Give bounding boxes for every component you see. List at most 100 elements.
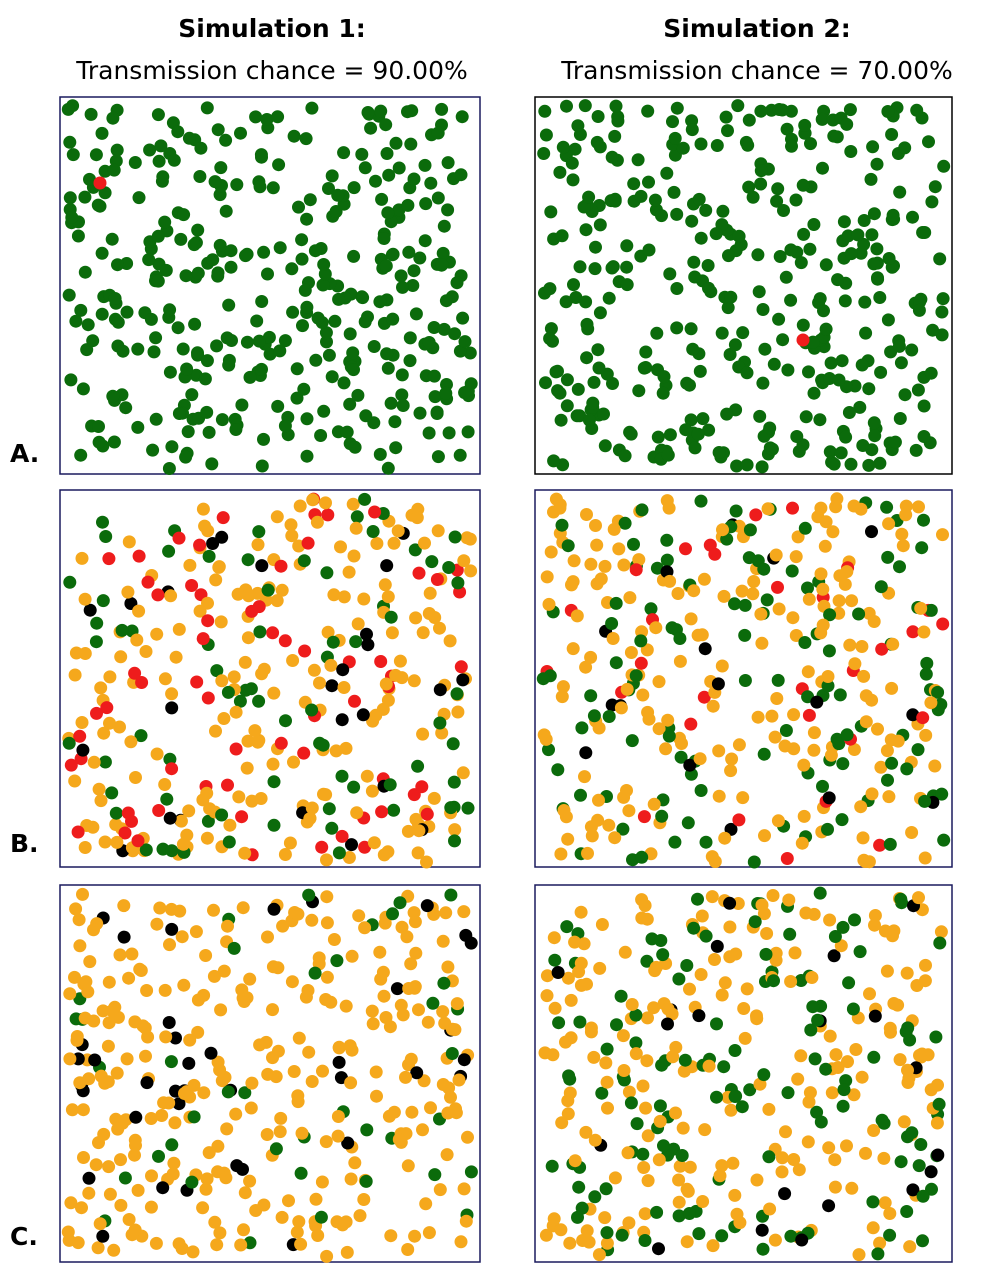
agent-dot [300, 412, 314, 426]
agent-dot [717, 589, 731, 603]
agent-dot [822, 644, 836, 658]
agent-dot [688, 270, 702, 284]
agent-dot [614, 989, 628, 1003]
agent-dot [660, 166, 674, 180]
agent-dot [448, 823, 462, 837]
agent-dot [386, 907, 399, 921]
agent-dot [63, 135, 77, 149]
agent-dot [561, 832, 575, 846]
agent-dot [636, 688, 650, 702]
agent-dot [768, 1233, 782, 1247]
agent-dot [408, 1229, 422, 1243]
agent-dot [634, 189, 648, 203]
agent-dot [731, 99, 745, 113]
agent-dot [260, 1128, 274, 1141]
agent-dot [718, 831, 732, 845]
agent-dot [916, 1234, 929, 1248]
agent-dot [728, 1090, 742, 1103]
agent-dot [881, 105, 895, 118]
agent-dot [667, 185, 681, 199]
agent-dot [454, 660, 468, 674]
agent-dot [711, 677, 725, 691]
agent-dot [230, 1159, 244, 1173]
agent-dot [297, 746, 311, 760]
agent-dot [640, 1054, 654, 1068]
agent-dot [275, 1210, 289, 1224]
agent-dot [545, 1159, 559, 1173]
agent-dot [651, 430, 665, 444]
agent-dot [721, 301, 735, 315]
agent-dot [755, 1223, 769, 1237]
agent-dot [587, 375, 601, 389]
agent-dot [924, 603, 938, 617]
agent-dot [332, 292, 346, 306]
agent-dot [620, 239, 634, 253]
agent-dot [159, 263, 173, 277]
agent-dot [315, 840, 329, 854]
agent-dot [177, 978, 191, 992]
agent-dot [684, 322, 698, 336]
agent-dot [661, 1017, 674, 1031]
agent-dot [623, 591, 637, 605]
agent-dot [693, 364, 707, 378]
agent-dot [898, 141, 912, 155]
agent-dot [699, 203, 713, 217]
agent-dot [103, 670, 117, 684]
agent-dot [867, 1124, 881, 1137]
agent-dot [410, 1066, 424, 1080]
agent-dot [757, 1068, 771, 1082]
agent-dot [245, 1076, 259, 1090]
agent-dot [618, 945, 632, 959]
agent-dot [395, 388, 409, 402]
agent-dot [210, 664, 224, 678]
agent-dot [818, 539, 832, 553]
agent-dot [172, 1237, 186, 1251]
agent-dot [84, 107, 98, 121]
agent-dot [922, 135, 935, 149]
agent-dot [882, 517, 896, 531]
agent-dot [179, 269, 193, 283]
agent-dot [567, 554, 581, 568]
agent-dot [894, 356, 908, 370]
agent-dot [560, 399, 574, 413]
agent-dot [789, 629, 803, 642]
agent-dot [610, 1018, 623, 1032]
agent-dot [205, 457, 219, 471]
agent-dot [229, 1107, 243, 1121]
agent-dot [445, 1022, 459, 1036]
agent-dot [710, 139, 724, 152]
agent-dot [738, 674, 752, 687]
agent-dot [792, 1163, 806, 1177]
agent-dot [814, 1115, 828, 1129]
agent-dot [838, 294, 852, 308]
agent-dot [416, 1123, 429, 1137]
agent-dot [61, 102, 75, 116]
agent-dot [584, 650, 598, 664]
agent-dot [419, 197, 433, 211]
agent-dot [125, 814, 138, 828]
agent-dot [566, 173, 580, 187]
agent-dot [768, 730, 782, 744]
agent-dot [324, 995, 338, 1009]
agent-dot [224, 260, 238, 274]
agent-dot [118, 826, 132, 840]
agent-dot [696, 412, 710, 426]
agent-dot [94, 794, 108, 808]
agent-dot [368, 505, 382, 519]
agent-dot [767, 357, 781, 371]
agent-dot [178, 1087, 191, 1100]
agent-dot [735, 584, 749, 598]
agent-dot [75, 716, 89, 729]
agent-dot [686, 342, 700, 356]
agent-dot [339, 1215, 353, 1229]
agent-dot [587, 709, 601, 723]
agent-dot [699, 929, 713, 943]
agent-dot [320, 916, 334, 930]
agent-dot [546, 334, 559, 348]
agent-dot [785, 139, 798, 153]
agent-dot [385, 626, 399, 640]
agent-dot [930, 1116, 944, 1130]
agent-dot [779, 724, 793, 737]
agent-dot [317, 404, 331, 418]
agent-dot [253, 180, 267, 194]
